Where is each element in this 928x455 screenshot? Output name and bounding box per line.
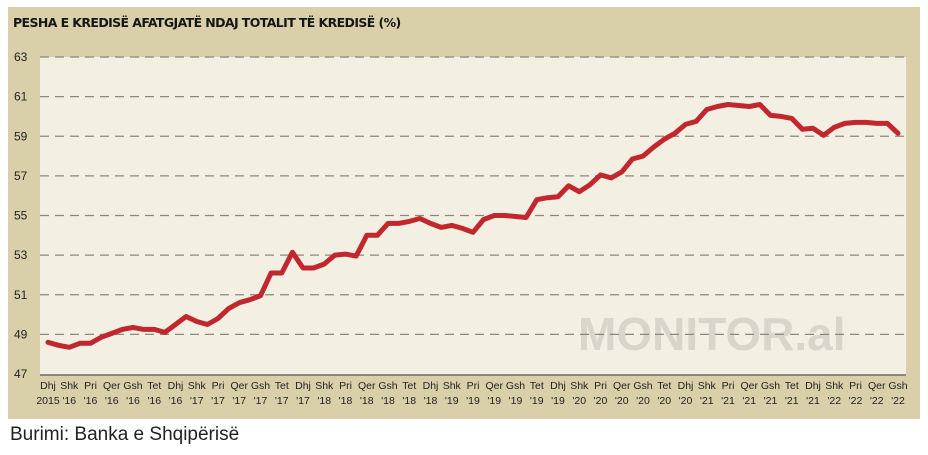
x-tick-year: '21 (764, 395, 778, 407)
x-tick-label: Shk (698, 380, 717, 392)
x-tick-label: Gsh (633, 380, 652, 392)
y-tick-label: 61 (14, 90, 28, 104)
x-tick-label: Dhj (805, 380, 821, 392)
x-tick-year: '17 (254, 395, 268, 407)
chart-title: PESHA E KREDISË AFATGJATË NDAJ TOTALIT T… (13, 15, 401, 30)
x-tick-label: Gsh (378, 380, 397, 392)
x-tick-year: '18 (317, 395, 331, 407)
x-tick-year: '17 (232, 395, 246, 407)
x-tick-year: '20 (594, 395, 608, 407)
x-tick-label: Pri (212, 380, 225, 392)
x-tick-year: '20 (636, 395, 650, 407)
x-tick-label: Shk (570, 380, 589, 392)
x-tick-label: Gsh (251, 380, 270, 392)
x-tick-label: Dhj (168, 380, 184, 392)
x-tick-year: '18 (424, 395, 438, 407)
x-tick-year: '17 (275, 395, 289, 407)
x-tick-year: '18 (360, 395, 374, 407)
x-tick-label: Shk (443, 380, 462, 392)
y-tick-label: 51 (14, 288, 28, 302)
x-tick-label: Tet (147, 380, 161, 392)
x-tick-year: '19 (509, 395, 523, 407)
x-tick-year: '18 (402, 395, 416, 407)
x-tick-year: '18 (381, 395, 395, 407)
x-tick-label: Tet (657, 380, 671, 392)
x-tick-year: '20 (572, 395, 586, 407)
x-tick-label: Tet (530, 380, 544, 392)
x-tick-year: '21 (806, 395, 820, 407)
y-tick-label: 47 (14, 367, 28, 381)
x-tick-label: Dhj (678, 380, 694, 392)
source-note: Burimi: Banka e Shqipërisë (10, 424, 240, 445)
x-tick-year: '16 (62, 395, 76, 407)
x-tick-label: Gsh (888, 380, 907, 392)
x-tick-year: '16 (169, 395, 183, 407)
x-tick-year: '18 (339, 395, 353, 407)
x-tick-label: Tet (275, 380, 289, 392)
x-tick-label: Qer (485, 380, 503, 392)
x-tick-label: Shk (60, 380, 79, 392)
x-tick-label: Qer (613, 380, 631, 392)
x-tick-label: Shk (825, 380, 844, 392)
x-tick-label: Dhj (40, 380, 56, 392)
x-tick-label: Dhj (423, 380, 439, 392)
x-tick-year: '19 (487, 395, 501, 407)
y-tick-label: 53 (14, 248, 28, 262)
x-tick-label: Dhj (295, 380, 311, 392)
x-tick-label: Qer (868, 380, 886, 392)
x-tick-year: '20 (615, 395, 629, 407)
x-tick-label: Qer (740, 380, 758, 392)
x-tick-label: Pri (594, 380, 607, 392)
x-tick-label: Gsh (123, 380, 142, 392)
x-tick-label: Gsh (761, 380, 780, 392)
x-tick-year: '17 (296, 395, 310, 407)
y-tick-label: 57 (14, 169, 28, 183)
y-tick-label: 55 (14, 209, 28, 223)
x-tick-year: '20 (657, 395, 671, 407)
x-tick-year: '20 (679, 395, 693, 407)
x-tick-label: Pri (339, 380, 352, 392)
x-tick-year: '21 (742, 395, 756, 407)
x-tick-label: Pri (84, 380, 97, 392)
x-tick-label: Pri (722, 380, 735, 392)
x-tick-year: '16 (84, 395, 98, 407)
x-tick-year: '21 (700, 395, 714, 407)
series-line (45, 102, 901, 350)
watermark-logo: MONITOR.al (578, 308, 846, 360)
x-tick-year: '22 (891, 395, 905, 407)
x-tick-year: '16 (105, 395, 119, 407)
x-tick-label: Qer (358, 380, 376, 392)
x-tick-year: '19 (551, 395, 565, 407)
x-tick-year: '19 (466, 395, 480, 407)
x-tick-year: '16 (147, 395, 161, 407)
x-tick-year: '22 (849, 395, 863, 407)
y-tick-label: 49 (14, 327, 28, 341)
y-tick-label: 59 (14, 129, 28, 143)
x-tick-label: Tet (402, 380, 416, 392)
x-tick-label: Pri (467, 380, 480, 392)
x-tick-year: '22 (827, 395, 841, 407)
x-tick-year: '22 (870, 395, 884, 407)
x-tick-label: Pri (849, 380, 862, 392)
x-tick-label: Shk (315, 380, 334, 392)
x-tick-year: 2015 (36, 395, 60, 407)
x-tick-year: '19 (445, 395, 459, 407)
x-tick-label: Dhj (550, 380, 566, 392)
x-tick-year: '17 (211, 395, 225, 407)
x-tick-label: Shk (188, 380, 207, 392)
x-tick-year: '16 (126, 395, 140, 407)
x-tick-year: '21 (721, 395, 735, 407)
x-tick-label: Tet (785, 380, 799, 392)
x-tick-year: '21 (785, 395, 799, 407)
x-tick-label: Qer (103, 380, 121, 392)
x-tick-year: '17 (190, 395, 204, 407)
x-tick-year: '19 (530, 395, 544, 407)
y-tick-label: 63 (14, 50, 28, 64)
x-tick-label: Gsh (506, 380, 525, 392)
x-tick-label: Qer (230, 380, 248, 392)
